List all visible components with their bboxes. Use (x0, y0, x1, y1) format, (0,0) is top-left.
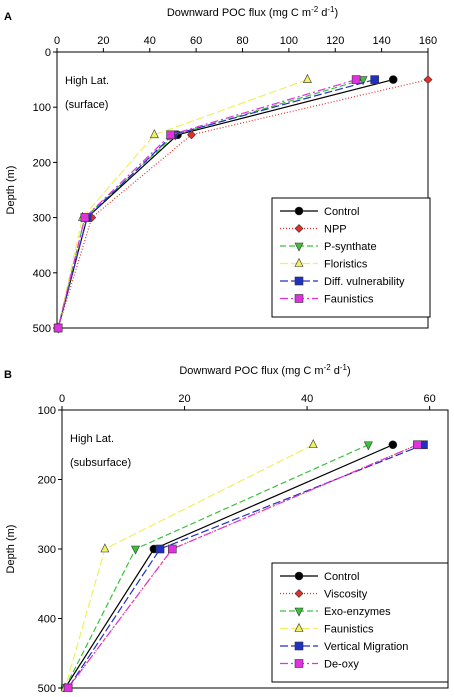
marker (388, 440, 398, 450)
x-tick-label: 160 (419, 35, 437, 47)
marker (388, 75, 398, 84)
legend-label: Vertical Migration (324, 641, 408, 653)
x-axis-title-part: -1 (327, 5, 335, 14)
x-axis-title: Downward POC flux (mg C m-2 d-1) (167, 5, 338, 20)
x-axis-title-part: d (318, 7, 327, 19)
y-tick-label: 500 (38, 683, 56, 692)
marker (294, 257, 304, 267)
marker (131, 545, 141, 555)
x-axis-title-part: Downward POC flux (mg C m (179, 365, 323, 377)
x-tick-label: 80 (236, 35, 248, 47)
x-axis-title-part: -2 (324, 363, 332, 372)
marker (294, 659, 304, 668)
legend-label: Faunistics (324, 294, 374, 306)
marker (370, 75, 379, 84)
legend-label: Exo-enzymes (324, 606, 391, 618)
marker (63, 683, 73, 693)
y-tick-label: 200 (33, 157, 51, 169)
x-tick-label: 140 (372, 35, 390, 47)
x-tick-label: 0 (59, 393, 65, 405)
series-line (57, 79, 308, 329)
legend-label: Viscosity (324, 589, 368, 601)
series-line (57, 79, 375, 329)
y-tick-label: 300 (38, 544, 56, 556)
marker (413, 440, 422, 450)
y-tick-label: 300 (33, 213, 51, 225)
legend-label: Diff. vulnerability (324, 276, 405, 288)
marker (167, 544, 177, 554)
panel-label: A (4, 11, 12, 23)
x-axis-title: Downward POC flux (mg C m-2 d-1) (179, 363, 350, 378)
x-tick-label: 60 (423, 393, 435, 405)
marker (187, 130, 196, 140)
y-axis-title: Depth (m) (5, 525, 17, 574)
marker (294, 276, 304, 286)
x-tick-label: 20 (178, 393, 190, 405)
legend-label: Control (324, 571, 359, 583)
marker (363, 441, 373, 451)
x-tick-label: 120 (326, 35, 344, 47)
marker (351, 75, 361, 84)
y-tick-label: 200 (38, 475, 56, 487)
x-tick-label: 40 (301, 393, 313, 405)
legend-label: NPP (324, 224, 347, 236)
series-line (67, 444, 424, 689)
annotation: High Lat. (70, 433, 114, 445)
y-tick-label: 400 (38, 614, 56, 626)
x-axis-title-part: Downward POC flux (mg C m (167, 7, 311, 19)
legend-label: De-oxy (324, 659, 359, 671)
annotation: High Lat. (65, 75, 109, 87)
x-tick-label: 20 (97, 35, 109, 47)
y-axis-title: Depth (m) (5, 166, 17, 215)
y-tick-label: 100 (33, 102, 51, 114)
x-axis-title-part: ) (335, 7, 339, 19)
marker (423, 75, 433, 85)
x-axis-title-part: -1 (340, 363, 348, 372)
y-tick-label: 100 (38, 405, 56, 417)
x-tick-label: 40 (144, 35, 156, 47)
legend-label: Faunistics (324, 624, 374, 636)
x-tick-label: 60 (190, 35, 202, 47)
marker (149, 129, 159, 139)
x-axis-title-part: -2 (311, 5, 319, 14)
y-tick-label: 0 (45, 47, 51, 59)
marker (294, 622, 304, 632)
marker (302, 73, 312, 83)
marker (294, 641, 304, 651)
x-tick-label: 100 (280, 35, 298, 47)
legend-label: Floristics (324, 259, 368, 271)
marker (308, 439, 318, 449)
legend-label: P-synthate (324, 241, 377, 253)
marker (294, 607, 304, 617)
marker (80, 213, 90, 222)
marker (166, 130, 175, 140)
y-tick-label: 500 (33, 323, 51, 335)
y-tick-label: 400 (33, 268, 51, 280)
marker (155, 544, 165, 554)
marker (294, 224, 304, 233)
marker (294, 242, 304, 252)
marker (294, 571, 304, 581)
marker (100, 543, 110, 553)
x-axis-title-part: d (331, 365, 340, 377)
annotation: (surface) (65, 99, 108, 111)
panel-label: B (4, 369, 12, 381)
marker (294, 589, 304, 598)
x-axis-title-part: ) (347, 365, 351, 377)
marker (358, 76, 368, 86)
annotation: (subsurface) (70, 457, 131, 469)
x-tick-label: 0 (54, 35, 60, 47)
marker (53, 323, 63, 333)
marker (294, 206, 304, 216)
legend-label: Control (324, 206, 359, 218)
series-line (57, 79, 357, 329)
marker (294, 294, 304, 303)
